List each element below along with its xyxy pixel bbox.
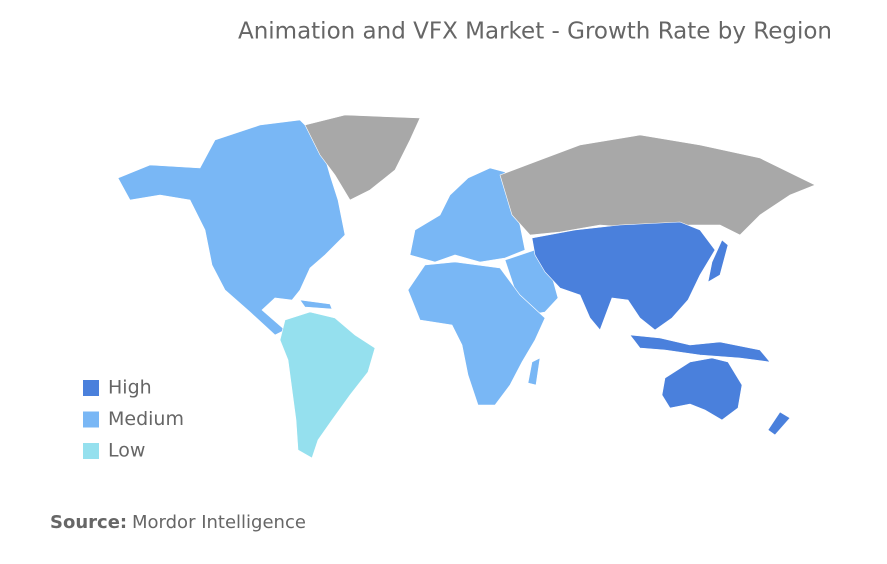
north-america — [117, 119, 346, 336]
legend-swatch — [83, 411, 99, 428]
caribbean — [299, 299, 333, 310]
legend-label: High — [108, 377, 152, 399]
world-map — [117, 114, 816, 459]
source-text: Mordor Intelligence — [132, 512, 306, 533]
legend: High Medium Low — [83, 377, 184, 462]
legend-swatch — [83, 380, 99, 396]
legend-swatch — [83, 443, 99, 459]
russia — [499, 134, 816, 236]
asia — [531, 221, 716, 331]
legend-label: Low — [108, 440, 145, 462]
source-label: Source: — [50, 512, 127, 533]
map-title: Animation and VFX Market - Growth Rate b… — [238, 19, 832, 45]
australia — [661, 357, 743, 421]
south-america — [279, 311, 376, 459]
legend-label: Medium — [108, 408, 184, 430]
madagascar — [527, 357, 541, 386]
new-zealand — [767, 411, 791, 436]
greenland — [304, 114, 421, 201]
japan — [707, 239, 729, 283]
southeast-asia-islands — [629, 334, 771, 363]
africa — [407, 261, 546, 406]
